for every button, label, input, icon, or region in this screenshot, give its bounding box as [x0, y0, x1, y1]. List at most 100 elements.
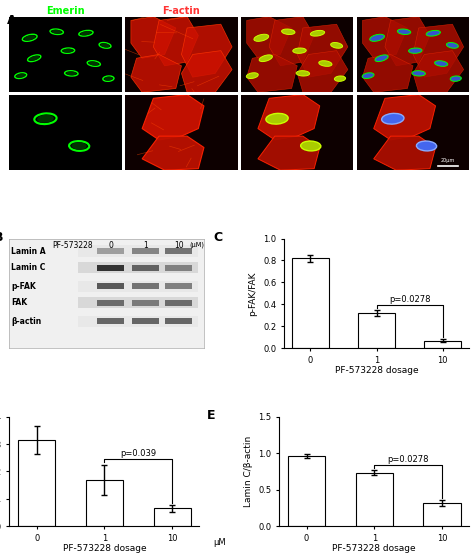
Title: Merge+DAPI: Merge+DAPI [379, 6, 447, 16]
Ellipse shape [382, 114, 404, 124]
Bar [292, 258, 328, 348]
FancyBboxPatch shape [132, 319, 159, 325]
FancyBboxPatch shape [97, 248, 124, 254]
FancyBboxPatch shape [97, 265, 124, 271]
Text: 10: 10 [174, 242, 183, 250]
Ellipse shape [254, 34, 269, 42]
Title: Merge: Merge [280, 6, 315, 16]
Ellipse shape [412, 71, 425, 76]
Polygon shape [131, 54, 182, 93]
Polygon shape [246, 54, 297, 93]
Text: β-actin: β-actin [11, 317, 42, 326]
FancyBboxPatch shape [132, 265, 159, 271]
Ellipse shape [37, 115, 54, 123]
Ellipse shape [296, 71, 310, 76]
Text: p=0.0278: p=0.0278 [389, 295, 430, 304]
Ellipse shape [334, 76, 346, 81]
Title: Emerin: Emerin [46, 6, 85, 16]
Polygon shape [363, 54, 413, 93]
Polygon shape [269, 17, 314, 66]
X-axis label: PF-573228 dosage: PF-573228 dosage [335, 366, 419, 375]
Ellipse shape [450, 76, 461, 81]
Ellipse shape [409, 48, 422, 53]
Text: Lamin A: Lamin A [11, 247, 46, 255]
Bar [154, 509, 191, 526]
Polygon shape [182, 50, 232, 93]
FancyBboxPatch shape [97, 283, 124, 289]
Y-axis label: PF-573228: PF-573228 [2, 109, 11, 156]
Ellipse shape [301, 141, 321, 151]
Text: FAK: FAK [11, 298, 27, 307]
X-axis label: PF-573228 dosage: PF-573228 dosage [63, 545, 146, 553]
Ellipse shape [331, 43, 343, 48]
Text: C: C [213, 231, 223, 244]
FancyBboxPatch shape [132, 283, 159, 289]
Polygon shape [246, 17, 292, 58]
Text: 1: 1 [143, 242, 148, 250]
Polygon shape [297, 50, 348, 93]
Polygon shape [413, 50, 464, 93]
FancyBboxPatch shape [78, 262, 198, 273]
Polygon shape [363, 17, 408, 58]
FancyBboxPatch shape [165, 265, 192, 271]
Ellipse shape [246, 73, 258, 79]
Polygon shape [182, 24, 232, 77]
Bar [18, 440, 55, 526]
Bar [423, 503, 461, 526]
Ellipse shape [100, 43, 109, 48]
Ellipse shape [81, 31, 91, 35]
Polygon shape [374, 136, 436, 170]
Ellipse shape [259, 55, 273, 61]
Text: p=0.0278: p=0.0278 [387, 455, 429, 464]
Polygon shape [142, 95, 204, 140]
FancyBboxPatch shape [132, 248, 159, 254]
Text: μM: μM [213, 538, 226, 547]
FancyBboxPatch shape [97, 300, 124, 306]
Ellipse shape [370, 34, 384, 42]
Ellipse shape [104, 76, 113, 81]
X-axis label: PF-573228 dosage: PF-573228 dosage [332, 545, 416, 553]
Polygon shape [131, 17, 176, 58]
FancyBboxPatch shape [132, 300, 159, 306]
Ellipse shape [66, 71, 76, 75]
Ellipse shape [266, 114, 288, 124]
FancyBboxPatch shape [165, 319, 192, 325]
Text: 20μm: 20μm [441, 158, 455, 163]
Ellipse shape [362, 73, 374, 79]
Ellipse shape [72, 142, 87, 150]
Bar [86, 480, 123, 526]
Ellipse shape [52, 30, 62, 34]
Ellipse shape [435, 61, 448, 66]
Ellipse shape [319, 61, 332, 66]
Ellipse shape [29, 56, 39, 61]
FancyBboxPatch shape [165, 300, 192, 306]
Ellipse shape [426, 30, 440, 36]
Text: E: E [207, 409, 216, 422]
Polygon shape [154, 17, 198, 66]
Polygon shape [297, 24, 348, 77]
Ellipse shape [89, 61, 99, 65]
FancyBboxPatch shape [78, 316, 198, 327]
FancyBboxPatch shape [78, 297, 198, 309]
Y-axis label: Lamin C/β-actin: Lamin C/β-actin [244, 436, 253, 507]
Bar [356, 473, 393, 526]
Ellipse shape [282, 29, 295, 34]
Text: Lamin C: Lamin C [11, 263, 46, 272]
Polygon shape [413, 24, 464, 77]
Ellipse shape [417, 141, 437, 151]
Ellipse shape [447, 43, 458, 48]
Ellipse shape [16, 74, 25, 78]
Bar [288, 456, 325, 526]
Text: PF-573228: PF-573228 [52, 242, 93, 250]
Text: (μM): (μM) [189, 242, 204, 248]
Ellipse shape [310, 30, 325, 36]
Text: p-FAK: p-FAK [11, 282, 36, 291]
FancyBboxPatch shape [165, 248, 192, 254]
Ellipse shape [293, 48, 306, 53]
FancyBboxPatch shape [78, 280, 198, 292]
Text: A: A [7, 14, 17, 27]
Text: p=0.039: p=0.039 [120, 449, 156, 458]
Bar [425, 341, 461, 348]
Text: B: B [0, 231, 3, 244]
Polygon shape [142, 136, 204, 170]
